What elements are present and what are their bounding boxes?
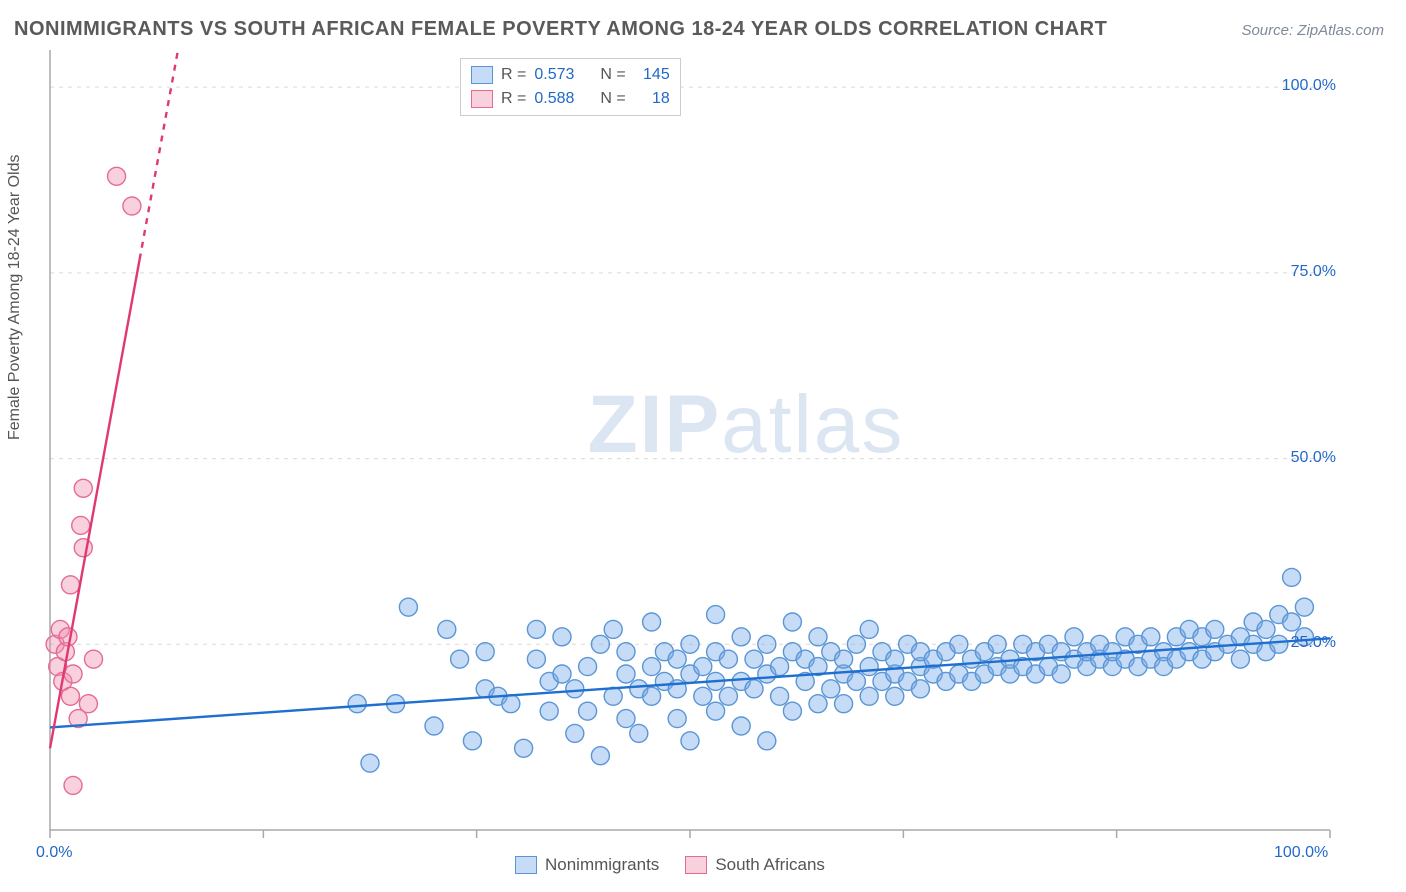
series-label: Nonimmigrants (545, 855, 659, 875)
y-tick-label: 50.0% (1291, 449, 1336, 467)
y-tick-label: 75.0% (1291, 263, 1336, 281)
y-tick-label: 25.0% (1291, 634, 1336, 652)
legend-row: R = 0.573 N = 145 (471, 63, 670, 87)
legend-n-label: N = (600, 66, 625, 84)
legend-n-value: 18 (634, 90, 670, 108)
legend-swatch (685, 856, 707, 874)
legend-swatch (471, 90, 493, 108)
scatter-plot (0, 0, 1406, 892)
legend-row: R = 0.588 N = 18 (471, 87, 670, 111)
legend-swatch (471, 66, 493, 84)
x-tick-label: 100.0% (1274, 844, 1328, 862)
series-legend: Nonimmigrants South Africans (515, 855, 825, 875)
legend-n-value: 145 (634, 66, 670, 84)
y-tick-label: 100.0% (1282, 77, 1336, 95)
legend-r-value: 0.588 (534, 90, 574, 108)
legend-r-value: 0.573 (534, 66, 574, 84)
series-legend-item: South Africans (685, 855, 825, 875)
x-tick-label: 0.0% (36, 844, 72, 862)
legend-swatch (515, 856, 537, 874)
legend-r-label: R = (501, 90, 526, 108)
series-label: South Africans (715, 855, 825, 875)
series-legend-item: Nonimmigrants (515, 855, 659, 875)
legend-n-label: N = (600, 90, 625, 108)
chart-container: NONIMMIGRANTS VS SOUTH AFRICAN FEMALE PO… (0, 0, 1406, 892)
legend-r-label: R = (501, 66, 526, 84)
correlation-legend: R = 0.573 N = 145 R = 0.588 N = 18 (460, 58, 681, 116)
